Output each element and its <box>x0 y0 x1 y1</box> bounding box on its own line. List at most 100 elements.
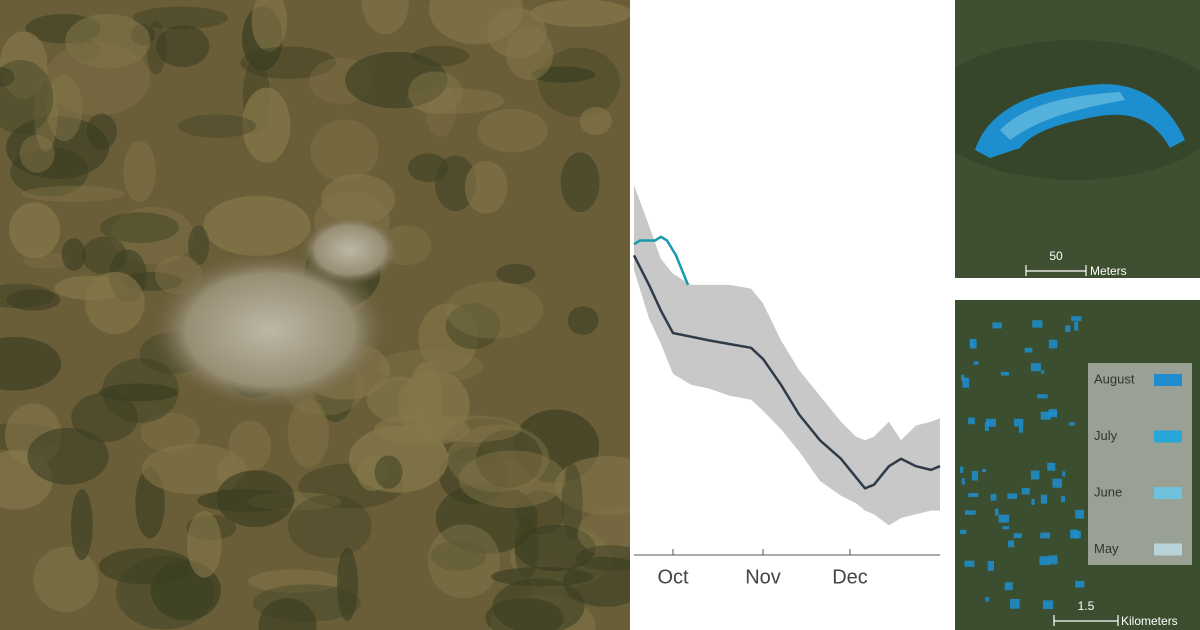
legend-label: June <box>1094 484 1122 499</box>
water-body <box>1000 371 1010 376</box>
water-body <box>1068 422 1075 426</box>
terrain <box>485 597 564 630</box>
water-body <box>985 596 990 602</box>
terrain <box>216 470 295 527</box>
legend-swatch <box>1154 487 1182 499</box>
water-body <box>1048 409 1057 418</box>
water-body <box>1030 470 1040 480</box>
water-body <box>964 510 976 515</box>
terrain <box>374 455 403 489</box>
chart: Oct Nov Dec <box>632 185 941 588</box>
terrain <box>287 398 330 468</box>
water-body <box>1007 493 1018 499</box>
x-tick-label: Dec <box>832 566 868 588</box>
water-body <box>998 514 1010 523</box>
water-body <box>973 361 979 365</box>
terrain <box>98 383 178 402</box>
terrain <box>33 546 99 612</box>
scale-unit: Meters <box>1090 264 1127 278</box>
terrain <box>362 0 409 35</box>
terrain <box>132 6 229 30</box>
water-body <box>1024 347 1033 353</box>
water-body <box>1042 600 1054 610</box>
series-line <box>632 254 941 490</box>
water-body <box>1021 487 1030 495</box>
terrain <box>418 303 479 372</box>
water-body <box>986 418 996 427</box>
terrain <box>5 116 110 179</box>
terrain <box>445 303 501 350</box>
terrain <box>27 427 109 485</box>
terrain <box>33 76 58 152</box>
terrain <box>321 174 396 225</box>
terrain <box>70 489 93 561</box>
water-body <box>1018 426 1024 433</box>
terrain <box>178 114 256 138</box>
terrain <box>490 566 594 587</box>
water-body <box>1070 529 1079 539</box>
terrain <box>156 25 210 68</box>
terrain <box>86 113 118 150</box>
water-body <box>968 493 979 497</box>
legend-swatch <box>1154 430 1182 443</box>
water-body <box>968 417 975 425</box>
water-body <box>1040 494 1048 504</box>
legend-label: July <box>1094 428 1118 443</box>
water-body <box>1052 478 1062 488</box>
water-body <box>1037 394 1048 399</box>
inset-detail: 50 Meters <box>955 0 1200 278</box>
terrain <box>186 510 222 578</box>
terrain <box>251 0 288 52</box>
water-body <box>971 470 979 481</box>
water-body <box>961 477 965 485</box>
terrain <box>248 569 342 593</box>
terrain <box>579 106 612 136</box>
water-body <box>994 508 999 516</box>
terrain <box>242 87 291 163</box>
terrain <box>336 547 358 621</box>
water-body <box>1061 495 1066 503</box>
terrain <box>310 119 379 183</box>
water-body <box>1030 363 1041 372</box>
legend-label: May <box>1094 541 1119 556</box>
town <box>150 250 390 410</box>
terrain <box>486 7 547 59</box>
range-band <box>634 185 940 526</box>
water-body <box>1040 532 1050 539</box>
water-body <box>960 529 967 535</box>
water-body <box>960 466 964 473</box>
series-line <box>633 235 690 286</box>
terrain <box>19 134 55 173</box>
terrain <box>575 545 630 571</box>
town <box>300 215 400 285</box>
x-tick-label: Nov <box>745 566 781 588</box>
water-body <box>962 377 970 388</box>
terrain <box>435 483 539 554</box>
scale-unit: Kilometers <box>1121 614 1178 628</box>
terrain <box>427 524 500 599</box>
terrain <box>577 507 630 558</box>
terrain <box>115 555 215 630</box>
water-body <box>1040 411 1051 420</box>
terrain <box>464 160 508 214</box>
water-body <box>970 338 977 349</box>
terrain <box>0 59 54 135</box>
terrain <box>287 494 372 559</box>
water-body <box>1071 316 1082 321</box>
legend-swatch <box>1154 374 1182 386</box>
terrain <box>140 412 200 453</box>
terrain <box>373 413 470 446</box>
terrain <box>6 289 61 311</box>
water-extent <box>975 84 1185 158</box>
water-body <box>990 494 997 501</box>
terrain <box>0 337 62 391</box>
terrain <box>21 185 125 202</box>
water-body <box>1075 509 1085 519</box>
scale-value: 50 <box>1049 249 1063 263</box>
terrain <box>0 67 15 87</box>
terrain <box>560 152 600 213</box>
legend-swatch <box>1154 543 1182 556</box>
terrain <box>71 392 139 443</box>
water-body <box>982 468 987 473</box>
